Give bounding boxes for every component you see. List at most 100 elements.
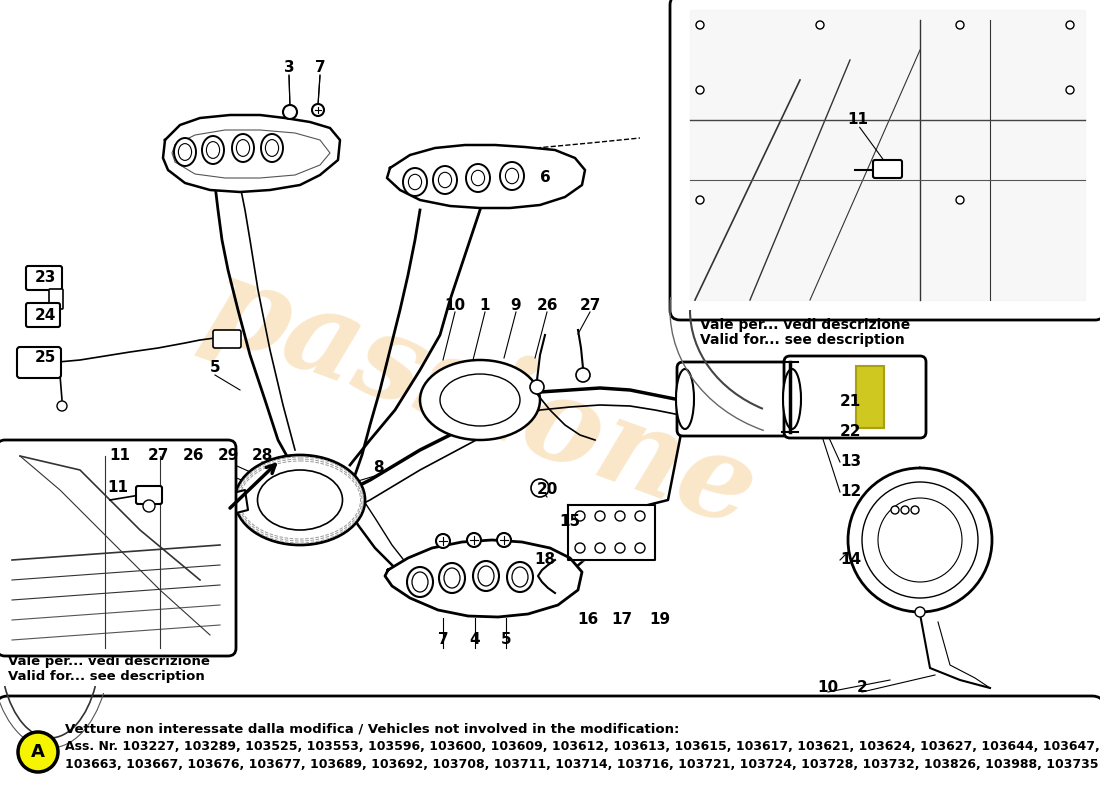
FancyBboxPatch shape: [50, 289, 63, 309]
Ellipse shape: [433, 166, 456, 194]
Ellipse shape: [261, 134, 283, 162]
Text: 10: 10: [444, 298, 465, 314]
Ellipse shape: [676, 369, 694, 429]
Circle shape: [18, 732, 58, 772]
FancyBboxPatch shape: [873, 160, 902, 178]
Circle shape: [911, 506, 918, 514]
Text: 11: 11: [110, 449, 131, 463]
Text: 7: 7: [315, 61, 326, 75]
Ellipse shape: [783, 369, 801, 429]
Text: Vetture non interessate dalla modifica / Vehicles not involved in the modificati: Vetture non interessate dalla modifica /…: [65, 722, 680, 735]
Polygon shape: [568, 505, 654, 560]
Text: 13: 13: [840, 454, 861, 470]
Circle shape: [891, 506, 899, 514]
Ellipse shape: [420, 360, 540, 440]
Text: 27: 27: [147, 449, 168, 463]
FancyBboxPatch shape: [136, 486, 162, 504]
Ellipse shape: [466, 164, 490, 192]
Circle shape: [696, 21, 704, 29]
Text: 22: 22: [840, 425, 861, 439]
Text: 26: 26: [184, 449, 205, 463]
Ellipse shape: [500, 162, 524, 190]
Text: 9: 9: [510, 298, 521, 314]
Text: 27: 27: [580, 298, 601, 314]
Circle shape: [635, 511, 645, 521]
FancyBboxPatch shape: [676, 362, 799, 436]
Text: Vale per... vedi descrizione: Vale per... vedi descrizione: [700, 318, 911, 332]
Circle shape: [575, 543, 585, 553]
Text: 8: 8: [373, 461, 383, 475]
Circle shape: [1066, 86, 1074, 94]
FancyBboxPatch shape: [16, 347, 60, 378]
Polygon shape: [387, 145, 585, 208]
FancyBboxPatch shape: [26, 266, 62, 290]
Text: 12: 12: [840, 485, 861, 499]
Circle shape: [696, 196, 704, 204]
Text: 19: 19: [649, 613, 671, 627]
Text: 103663, 103667, 103676, 103677, 103689, 103692, 103708, 103711, 103714, 103716, : 103663, 103667, 103676, 103677, 103689, …: [65, 758, 1099, 771]
Ellipse shape: [439, 563, 465, 593]
Circle shape: [816, 21, 824, 29]
Text: Ass. Nr. 103227, 103289, 103525, 103553, 103596, 103600, 103609, 103612, 103613,: Ass. Nr. 103227, 103289, 103525, 103553,…: [65, 740, 1100, 753]
Text: 28: 28: [251, 449, 273, 463]
Circle shape: [696, 86, 704, 94]
FancyBboxPatch shape: [670, 0, 1100, 320]
Text: 4: 4: [470, 633, 481, 647]
Text: 11: 11: [108, 481, 129, 495]
Circle shape: [576, 368, 590, 382]
FancyBboxPatch shape: [784, 356, 926, 438]
Circle shape: [575, 511, 585, 521]
Text: 3: 3: [284, 61, 295, 75]
Circle shape: [468, 533, 481, 547]
Text: 1: 1: [480, 298, 491, 314]
Circle shape: [595, 543, 605, 553]
Ellipse shape: [235, 455, 365, 545]
Text: 7: 7: [438, 633, 449, 647]
Text: 11: 11: [847, 113, 869, 127]
Text: 5: 5: [500, 633, 512, 647]
Ellipse shape: [202, 136, 224, 164]
Text: 5: 5: [210, 361, 220, 375]
Ellipse shape: [174, 138, 196, 166]
Text: 18: 18: [535, 553, 556, 567]
Circle shape: [530, 380, 544, 394]
Text: 20: 20: [537, 482, 558, 498]
Text: 29: 29: [218, 449, 239, 463]
Circle shape: [436, 534, 450, 548]
Text: 6: 6: [540, 170, 550, 186]
Text: Valid for... see description: Valid for... see description: [700, 333, 904, 347]
Ellipse shape: [407, 567, 433, 597]
FancyBboxPatch shape: [26, 303, 60, 327]
FancyBboxPatch shape: [856, 366, 884, 428]
Circle shape: [956, 196, 964, 204]
Circle shape: [915, 607, 925, 617]
Polygon shape: [385, 540, 582, 617]
Circle shape: [595, 511, 605, 521]
Circle shape: [956, 21, 964, 29]
Circle shape: [635, 543, 645, 553]
Circle shape: [497, 533, 512, 547]
Circle shape: [848, 468, 992, 612]
Text: 24: 24: [34, 309, 56, 323]
Text: 14: 14: [840, 553, 861, 567]
FancyBboxPatch shape: [0, 696, 1100, 800]
Text: 25: 25: [34, 350, 56, 366]
Text: 26: 26: [537, 298, 558, 314]
Text: 16: 16: [578, 613, 598, 627]
Ellipse shape: [232, 134, 254, 162]
Text: 2: 2: [857, 681, 868, 695]
Text: 10: 10: [817, 681, 838, 695]
Ellipse shape: [473, 561, 499, 591]
Circle shape: [143, 500, 155, 512]
Polygon shape: [690, 10, 1085, 300]
Text: Vale per... vedi descrizione: Vale per... vedi descrizione: [8, 655, 210, 668]
Text: A: A: [31, 743, 45, 761]
Polygon shape: [163, 115, 340, 192]
Circle shape: [57, 401, 67, 411]
Text: Valid for... see description: Valid for... see description: [8, 670, 205, 683]
Text: 23: 23: [34, 270, 56, 286]
Circle shape: [615, 543, 625, 553]
Circle shape: [1066, 21, 1074, 29]
Text: 21: 21: [840, 394, 861, 410]
Ellipse shape: [403, 168, 427, 196]
